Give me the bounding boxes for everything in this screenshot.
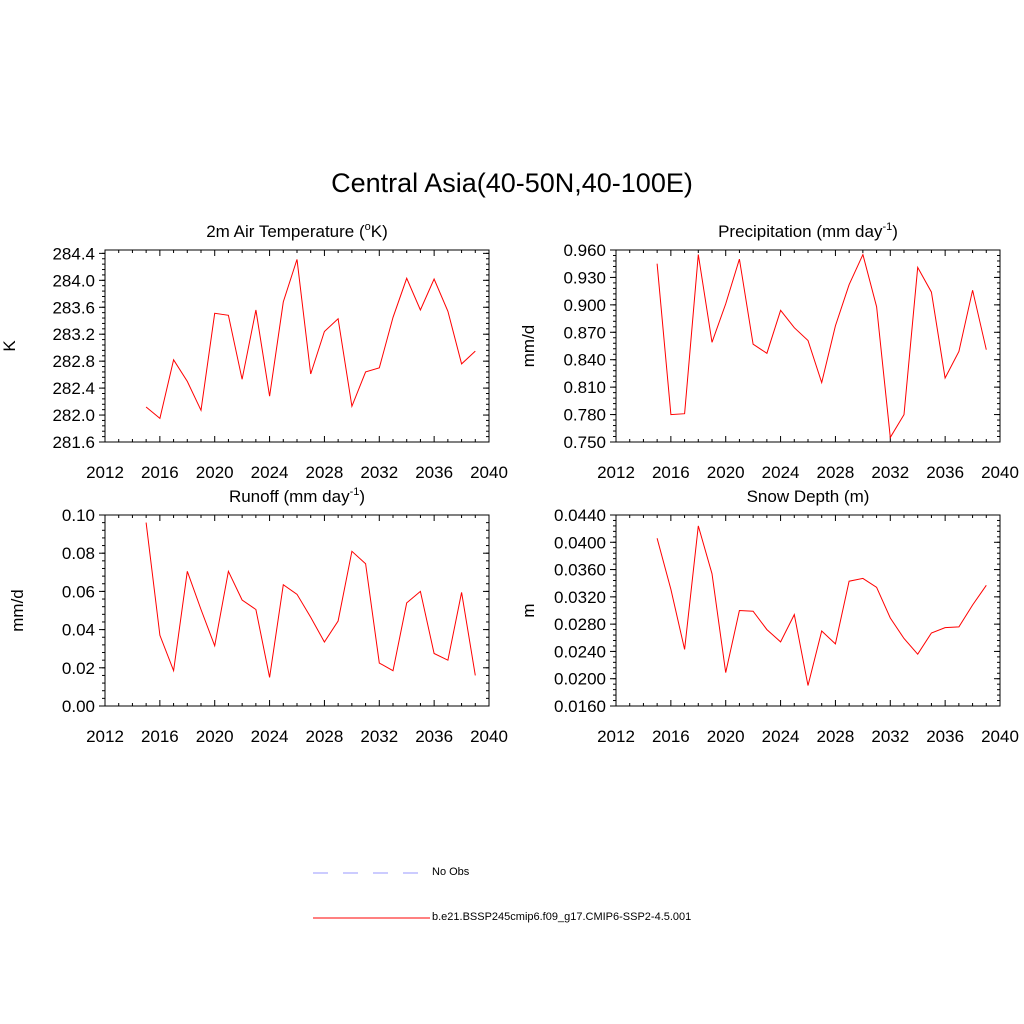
y-tick-label: 0.0240 <box>554 642 606 661</box>
x-tick-label: 2020 <box>707 463 745 482</box>
y-tick-label: 0.750 <box>563 433 606 452</box>
y-tick-label: 0.00 <box>62 697 95 716</box>
y-tick-label: 0.0400 <box>554 533 606 552</box>
y-tick-label: 0.10 <box>62 506 95 525</box>
y-tick-label: 284.0 <box>52 271 95 290</box>
y-tick-label: 283.2 <box>52 325 95 344</box>
x-tick-label: 2036 <box>415 727 453 746</box>
x-tick-label: 2028 <box>817 463 855 482</box>
y-tick-label: 281.6 <box>52 433 95 452</box>
y-tick-label: 0.0160 <box>554 697 606 716</box>
legend <box>313 872 430 919</box>
x-tick-label: 2024 <box>251 727 289 746</box>
subplot-title: Runoff (mm day-1) <box>229 486 365 506</box>
x-tick-label: 2020 <box>707 727 745 746</box>
plot-frame <box>615 249 1001 443</box>
y-tick-label: 0.06 <box>62 582 95 601</box>
series-line-temperature <box>145 259 476 420</box>
x-tick-label: 2012 <box>86 463 124 482</box>
subplot-title: Snow Depth (m) <box>747 487 870 506</box>
legend-label-no-obs: No Obs <box>432 866 470 878</box>
panel-snow-depth: 2012 2016 2020 2024 2028 2032 2036 2040 0.0160 0.… <box>519 487 1019 746</box>
series-line-snow-depth <box>656 525 987 686</box>
panel-precipitation: 2012 2016 2020 2024 2028 2032 2036 2040 0.750 0.7… <box>519 221 1019 482</box>
x-tick-label: 2012 <box>597 463 635 482</box>
subplot-title: 2m Air Temperature (oK) <box>206 221 388 241</box>
y-tick-label: 283.6 <box>52 298 95 317</box>
x-tick-label: 2032 <box>871 463 909 482</box>
x-tick-label: 2028 <box>817 727 855 746</box>
x-tick-label: 2016 <box>652 463 690 482</box>
x-tick-label: 2032 <box>871 727 909 746</box>
x-tick-label: 2032 <box>360 727 398 746</box>
x-tick-label: 2012 <box>597 727 635 746</box>
x-tick-label: 2020 <box>196 727 234 746</box>
subplot-title: Precipitation (mm day-1) <box>718 221 898 241</box>
y-tick-label: 0.0200 <box>554 670 606 689</box>
x-tick-label: 2016 <box>141 463 179 482</box>
panel-temperature: 2012 2016 2020 2024 2028 2032 2036 2040 281.6 282… <box>0 221 508 482</box>
x-tick-label: 2016 <box>652 727 690 746</box>
x-tick-label: 2040 <box>470 727 508 746</box>
y-tick-label: 0.840 <box>563 351 606 370</box>
x-tick-label: 2028 <box>306 463 344 482</box>
panel-runoff: 2012 2016 2020 2024 2028 2032 2036 2040 0.00 0.02… <box>8 486 508 746</box>
x-tick-label: 2024 <box>251 463 289 482</box>
x-tick-label: 2040 <box>981 727 1019 746</box>
y-tick-label: 0.0320 <box>554 588 606 607</box>
y-tick-label: 0.900 <box>563 296 606 315</box>
y-tick-label: 0.810 <box>563 378 606 397</box>
plot-frame <box>615 514 1001 707</box>
y-axis-label: mm/d <box>8 589 27 632</box>
legend-label-model-run: b.e21.BSSP245cmip6.f09_g17.CMIP6-SSP2-4.… <box>432 911 692 923</box>
x-tick-label: 2016 <box>141 727 179 746</box>
x-tick-label: 2040 <box>981 463 1019 482</box>
series-line-runoff <box>145 522 476 678</box>
x-tick-label: 2036 <box>926 463 964 482</box>
plot-frame <box>104 249 490 443</box>
y-tick-label: 0.780 <box>563 406 606 425</box>
y-axis-label: K <box>0 340 19 352</box>
x-tick-label: 2032 <box>360 463 398 482</box>
x-tick-label: 2024 <box>762 463 800 482</box>
figure-title: Central Asia(40-50N,40-100E) <box>331 168 693 198</box>
y-axis-label: mm/d <box>519 325 538 368</box>
x-tick-label: 2036 <box>926 727 964 746</box>
y-tick-label: 0.870 <box>563 323 606 342</box>
x-tick-label: 2036 <box>415 463 453 482</box>
y-tick-label: 0.0360 <box>554 561 606 580</box>
y-tick-label: 0.960 <box>563 241 606 260</box>
y-tick-label: 282.8 <box>52 352 95 371</box>
y-tick-label: 0.930 <box>563 268 606 287</box>
y-tick-label: 0.0280 <box>554 615 606 634</box>
y-axis-label: m <box>519 603 538 617</box>
y-tick-label: 282.4 <box>52 379 95 398</box>
y-tick-label: 0.0440 <box>554 506 606 525</box>
y-tick-label: 0.08 <box>62 544 95 563</box>
x-tick-label: 2024 <box>762 727 800 746</box>
x-tick-label: 2020 <box>196 463 234 482</box>
y-tick-label: 282.0 <box>52 406 95 425</box>
y-tick-label: 0.02 <box>62 659 95 678</box>
x-tick-label: 2012 <box>86 727 124 746</box>
y-tick-label: 284.4 <box>52 244 95 263</box>
plot-frame <box>104 514 490 707</box>
y-tick-label: 0.04 <box>62 621 95 640</box>
series-line-precipitation <box>656 253 987 439</box>
x-tick-label: 2040 <box>470 463 508 482</box>
x-tick-label: 2028 <box>306 727 344 746</box>
